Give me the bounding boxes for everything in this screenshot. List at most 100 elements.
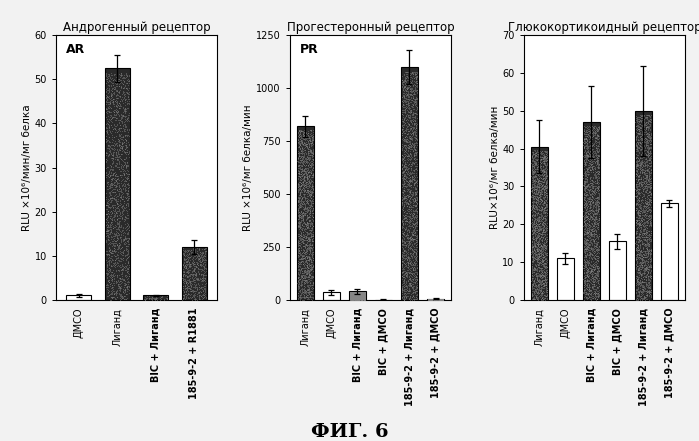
Point xyxy=(586,193,598,200)
Point xyxy=(644,175,655,182)
Point xyxy=(109,202,120,209)
Point xyxy=(402,93,413,100)
Point xyxy=(585,293,596,300)
Point xyxy=(113,214,124,221)
Point xyxy=(300,132,311,139)
Point xyxy=(528,168,539,176)
Point xyxy=(122,93,134,101)
Point xyxy=(633,280,644,287)
Point xyxy=(359,294,370,301)
Point xyxy=(294,183,305,190)
Point xyxy=(408,120,419,127)
Point xyxy=(538,273,549,280)
Point xyxy=(537,219,548,226)
Point xyxy=(426,296,438,303)
Point xyxy=(537,294,548,301)
Point xyxy=(400,255,411,262)
Point xyxy=(538,171,549,178)
Point xyxy=(412,194,423,201)
Point xyxy=(539,206,550,213)
Point xyxy=(578,264,589,271)
Point xyxy=(589,286,600,293)
Point xyxy=(536,167,547,174)
Point xyxy=(411,291,422,298)
Point xyxy=(533,193,544,200)
Point xyxy=(400,187,411,194)
Point xyxy=(300,225,311,232)
Point xyxy=(531,269,542,276)
Point xyxy=(299,176,310,183)
Point xyxy=(402,86,413,93)
Point xyxy=(399,146,410,153)
Point xyxy=(591,128,603,135)
Point xyxy=(533,217,545,224)
Point xyxy=(304,267,315,274)
Point xyxy=(632,273,643,280)
Point xyxy=(354,294,366,301)
Point xyxy=(531,278,542,285)
Point xyxy=(527,198,538,205)
Point xyxy=(541,291,552,298)
Point xyxy=(423,296,434,303)
Point xyxy=(424,295,435,303)
Point xyxy=(294,292,305,299)
Point xyxy=(300,227,311,234)
Point xyxy=(301,262,312,269)
Point xyxy=(637,252,648,259)
Point xyxy=(642,281,653,288)
Point xyxy=(536,225,547,232)
Point xyxy=(104,108,115,115)
Point xyxy=(631,296,642,303)
Point xyxy=(636,156,647,163)
Point xyxy=(346,295,357,303)
Point xyxy=(407,293,418,300)
Point xyxy=(635,164,646,172)
Point xyxy=(294,127,305,135)
Point xyxy=(638,179,649,186)
Point xyxy=(532,196,543,203)
Point xyxy=(539,215,550,222)
Point xyxy=(408,202,419,209)
Point xyxy=(579,153,591,160)
Point xyxy=(408,239,419,246)
Point xyxy=(304,191,315,198)
Point xyxy=(405,194,416,202)
Point xyxy=(642,133,653,140)
Point xyxy=(535,296,547,303)
Point xyxy=(301,175,312,182)
Point xyxy=(634,255,645,262)
Point xyxy=(630,222,642,229)
Point xyxy=(360,288,371,295)
Point xyxy=(109,89,120,96)
Point xyxy=(200,295,211,302)
Point xyxy=(104,180,115,187)
Point xyxy=(303,172,315,179)
Point xyxy=(357,291,368,298)
Point xyxy=(102,261,113,268)
Point xyxy=(593,277,604,284)
Point xyxy=(345,293,356,300)
Point xyxy=(304,181,315,188)
Point xyxy=(405,269,416,276)
Point xyxy=(637,144,649,151)
Point xyxy=(113,182,124,189)
Point xyxy=(346,292,357,299)
Point xyxy=(591,134,602,141)
Point xyxy=(299,257,310,264)
Point xyxy=(591,139,603,146)
Point xyxy=(632,262,643,269)
Point xyxy=(192,252,203,259)
Point xyxy=(106,179,117,186)
Point xyxy=(536,236,547,243)
Point xyxy=(348,292,359,299)
Point xyxy=(591,156,603,163)
Point xyxy=(397,238,408,245)
Point xyxy=(294,276,305,283)
Point xyxy=(589,224,600,232)
Point xyxy=(404,143,415,150)
Point xyxy=(529,146,540,153)
Point xyxy=(526,269,538,277)
Point xyxy=(185,254,196,261)
Point xyxy=(637,258,648,265)
Point xyxy=(294,262,305,269)
